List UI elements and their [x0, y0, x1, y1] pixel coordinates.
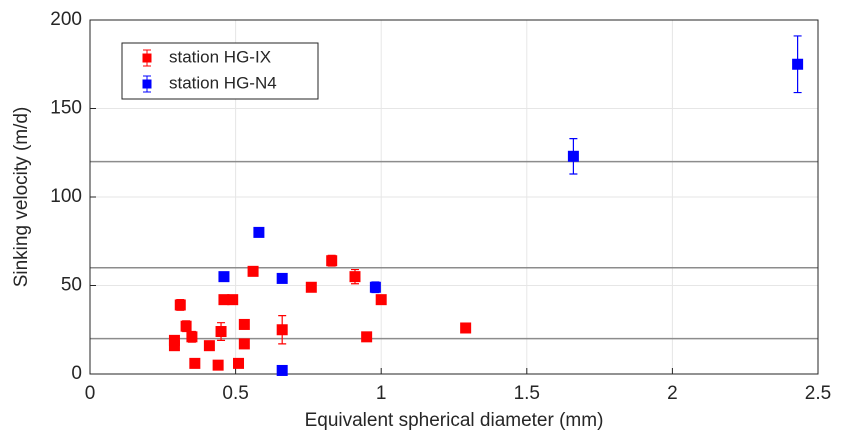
marker	[212, 359, 224, 371]
marker	[276, 364, 288, 376]
marker	[792, 58, 804, 70]
legend-box	[121, 42, 319, 100]
x-tick-label: 0	[85, 383, 96, 404]
marker	[238, 338, 250, 350]
x-tick-label: 1	[376, 383, 387, 404]
marker	[460, 322, 472, 334]
marker	[276, 272, 288, 284]
marker	[203, 340, 215, 352]
y-tick-label: 50	[61, 275, 82, 296]
axes-box	[89, 19, 819, 375]
marker	[189, 357, 201, 369]
x-axis-label: Equivalent spherical diameter (mm)	[305, 410, 604, 431]
legend-label: station HG-IX	[169, 47, 271, 66]
marker	[247, 265, 259, 277]
y-tick-label: 0	[71, 363, 82, 384]
marker	[305, 281, 317, 293]
y-tick-label: 100	[50, 186, 82, 207]
x-tick-label: 2	[667, 383, 678, 404]
marker	[369, 281, 381, 293]
marker	[349, 271, 361, 283]
marker	[326, 255, 338, 267]
marker	[276, 324, 288, 336]
x-tick-label: 0.5	[222, 383, 248, 404]
y-axis-label: Sinking velocity (m/d)	[11, 107, 32, 288]
marker	[253, 226, 265, 238]
legend-label: station HG-N4	[169, 73, 277, 92]
marker	[186, 331, 198, 343]
marker	[567, 150, 579, 162]
marker	[361, 331, 373, 343]
y-tick-label: 150	[50, 98, 82, 119]
marker	[227, 294, 239, 306]
marker	[218, 294, 230, 306]
marker	[180, 320, 192, 332]
marker	[238, 318, 250, 330]
marker	[218, 271, 230, 283]
legend-marker	[142, 53, 152, 63]
x-tick-label: 2.5	[805, 383, 831, 404]
marker	[215, 326, 227, 338]
marker	[375, 294, 387, 306]
marker	[174, 299, 186, 311]
y-tick-label: 200	[50, 9, 82, 30]
legend-marker	[142, 79, 152, 89]
x-tick-label: 1.5	[514, 383, 540, 404]
marker	[168, 334, 180, 346]
marker	[233, 357, 245, 369]
